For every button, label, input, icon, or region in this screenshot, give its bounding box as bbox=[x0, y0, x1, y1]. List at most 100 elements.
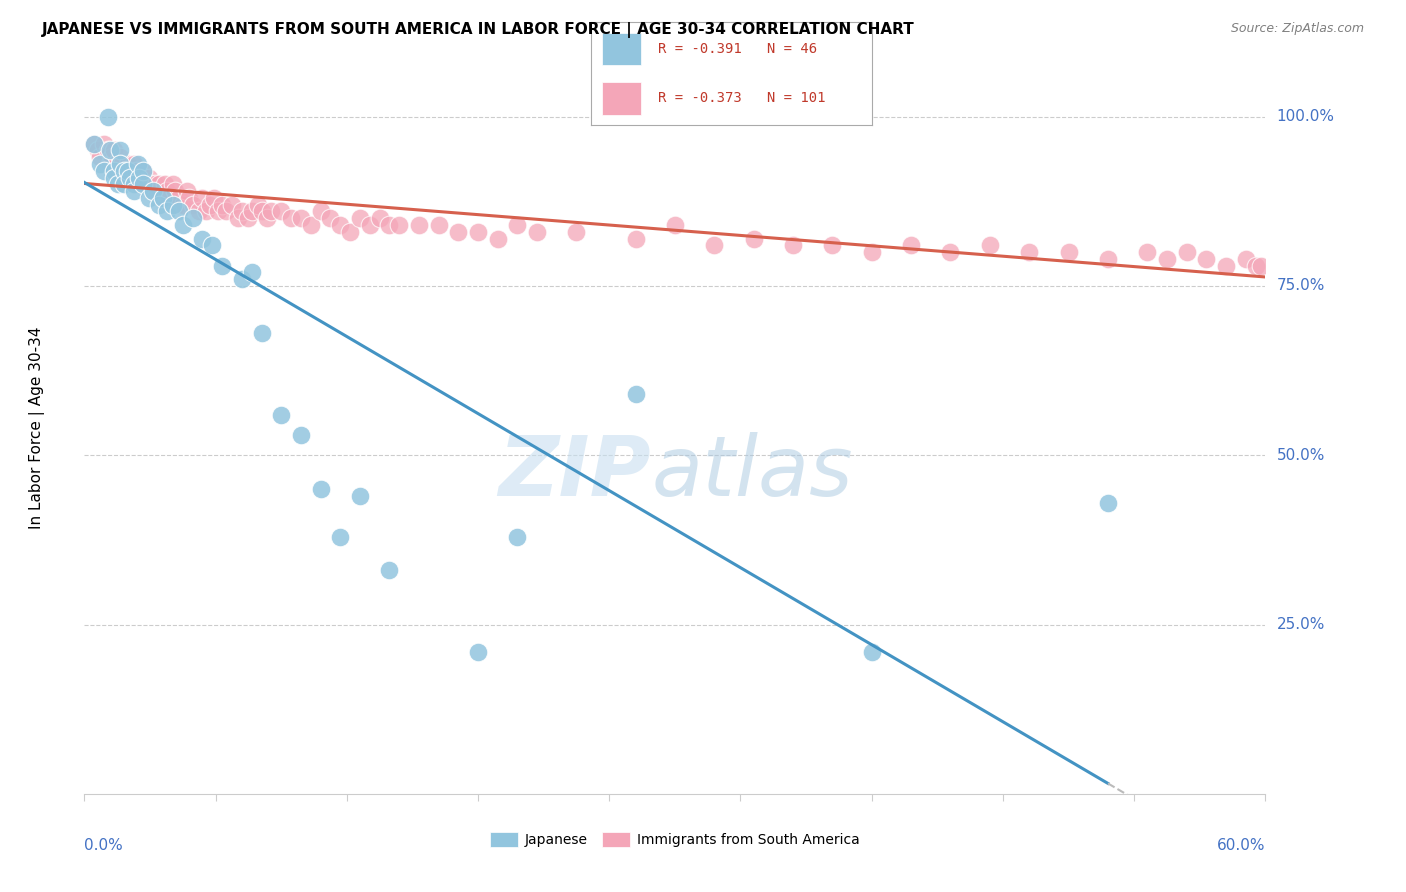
Point bbox=[388, 218, 411, 232]
Point bbox=[329, 218, 352, 232]
Point bbox=[309, 204, 332, 219]
Point bbox=[260, 204, 283, 219]
Point bbox=[98, 144, 121, 158]
Point bbox=[132, 163, 155, 178]
Point bbox=[128, 170, 150, 185]
Point bbox=[122, 157, 145, 171]
Point bbox=[280, 211, 302, 226]
Point bbox=[172, 218, 194, 232]
Point bbox=[703, 238, 725, 252]
Point bbox=[270, 408, 292, 422]
Point bbox=[1215, 259, 1237, 273]
Point bbox=[103, 163, 125, 178]
Point bbox=[148, 197, 170, 211]
Point bbox=[141, 178, 163, 192]
Point bbox=[246, 197, 269, 211]
Point bbox=[290, 211, 312, 226]
Point bbox=[142, 184, 165, 198]
Point bbox=[108, 150, 131, 164]
Point bbox=[166, 197, 188, 211]
Point bbox=[134, 170, 156, 185]
Point bbox=[152, 191, 174, 205]
Point bbox=[1250, 259, 1272, 273]
Point bbox=[231, 272, 253, 286]
Point bbox=[142, 184, 165, 198]
Point bbox=[138, 191, 160, 205]
Point bbox=[111, 157, 134, 171]
Point bbox=[221, 197, 243, 211]
Point bbox=[187, 204, 209, 219]
Text: Source: ZipAtlas.com: Source: ZipAtlas.com bbox=[1230, 22, 1364, 36]
Point bbox=[319, 211, 342, 226]
Point bbox=[122, 178, 145, 192]
Point bbox=[97, 110, 120, 124]
Point bbox=[624, 387, 647, 401]
Point bbox=[329, 529, 352, 543]
Point bbox=[447, 225, 470, 239]
Bar bbox=[602, 82, 641, 114]
Point bbox=[378, 563, 401, 577]
Point bbox=[121, 170, 143, 185]
Point bbox=[427, 218, 450, 232]
Point bbox=[1136, 245, 1159, 260]
Point bbox=[176, 184, 198, 198]
Point bbox=[112, 163, 135, 178]
Point bbox=[624, 231, 647, 245]
Point bbox=[108, 144, 131, 158]
Point bbox=[107, 178, 129, 192]
Point bbox=[146, 184, 169, 198]
Point bbox=[195, 204, 218, 219]
Point bbox=[87, 144, 110, 158]
Point bbox=[128, 178, 150, 192]
Point bbox=[112, 163, 135, 178]
Point bbox=[240, 265, 263, 279]
Point bbox=[1175, 245, 1198, 260]
Point bbox=[742, 231, 765, 245]
Point bbox=[108, 157, 131, 171]
Point bbox=[339, 225, 361, 239]
Text: 75.0%: 75.0% bbox=[1277, 278, 1324, 293]
Point bbox=[860, 245, 883, 260]
Point bbox=[117, 157, 139, 171]
Point bbox=[117, 163, 139, 178]
Point bbox=[163, 184, 186, 198]
Point bbox=[191, 231, 214, 245]
Point bbox=[103, 144, 125, 158]
Point bbox=[89, 157, 111, 171]
Point bbox=[97, 144, 120, 158]
Point bbox=[122, 184, 145, 198]
Point bbox=[148, 178, 170, 192]
Point bbox=[177, 191, 200, 205]
Point bbox=[821, 238, 844, 252]
Point bbox=[112, 178, 135, 192]
Point bbox=[1097, 252, 1119, 266]
Text: 0.0%: 0.0% bbox=[84, 838, 124, 853]
Point bbox=[368, 211, 391, 226]
Text: 60.0%: 60.0% bbox=[1218, 838, 1265, 853]
Point bbox=[132, 178, 155, 192]
Point bbox=[215, 204, 238, 219]
Point bbox=[201, 238, 224, 252]
Point bbox=[118, 170, 141, 185]
Point bbox=[309, 482, 332, 496]
Point bbox=[83, 136, 105, 151]
Point bbox=[191, 191, 214, 205]
Point bbox=[138, 170, 160, 185]
Point bbox=[162, 197, 184, 211]
Point bbox=[93, 163, 115, 178]
Point bbox=[979, 238, 1001, 252]
Point bbox=[565, 225, 588, 239]
Point bbox=[1195, 252, 1218, 266]
Legend: Japanese, Immigrants from South America: Japanese, Immigrants from South America bbox=[485, 827, 865, 853]
Point bbox=[1244, 259, 1267, 273]
Point bbox=[167, 204, 190, 219]
Point bbox=[143, 178, 166, 192]
Point bbox=[299, 218, 322, 232]
Point bbox=[93, 136, 115, 151]
Text: ZIP: ZIP bbox=[499, 432, 651, 513]
Point bbox=[156, 204, 179, 219]
Point bbox=[349, 489, 371, 503]
Point bbox=[467, 645, 489, 659]
Point bbox=[378, 218, 401, 232]
Point bbox=[860, 645, 883, 659]
